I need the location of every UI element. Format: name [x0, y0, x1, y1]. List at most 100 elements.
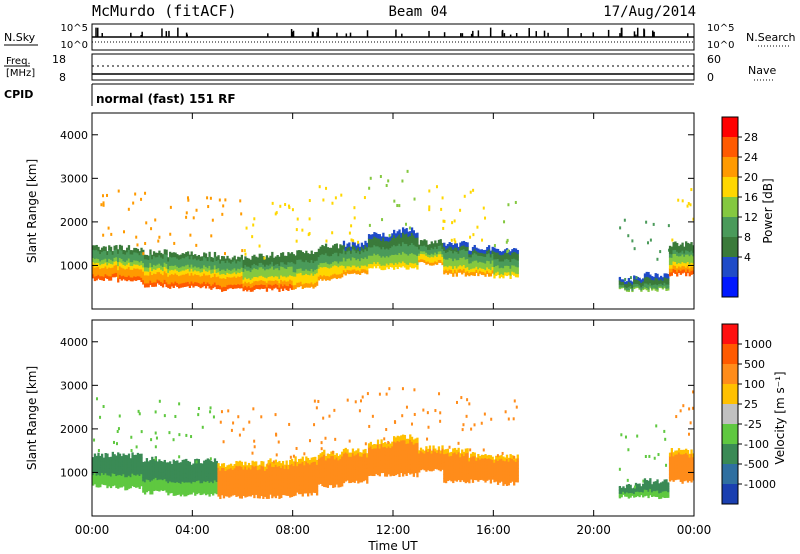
data-cell — [172, 274, 175, 280]
data-cell — [450, 269, 453, 274]
data-cell — [692, 245, 695, 250]
data-cell — [185, 215, 188, 219]
data-cell — [491, 266, 494, 271]
data-cell — [496, 258, 500, 263]
data-cell — [642, 278, 645, 281]
data-cell — [430, 460, 433, 464]
data-cell — [358, 467, 362, 472]
data-cell — [195, 243, 198, 247]
data-cell — [368, 223, 371, 227]
data-cell — [477, 464, 480, 469]
data-cell — [278, 265, 281, 271]
data-cell — [466, 254, 469, 260]
data-cell — [108, 467, 111, 473]
data-cell — [511, 477, 514, 482]
data-cell — [471, 467, 475, 472]
data-cell — [620, 487, 623, 490]
data-cell — [258, 244, 261, 248]
data-cell — [120, 479, 123, 484]
data-cell — [204, 468, 208, 474]
data-cell — [178, 433, 181, 437]
data-cell — [427, 247, 430, 250]
data-cell — [324, 467, 328, 472]
data-cell — [308, 274, 312, 280]
data-cell — [328, 461, 331, 467]
data-cell — [163, 270, 166, 276]
data-cell — [208, 269, 211, 275]
data-cell — [142, 484, 145, 489]
data-cell — [444, 269, 448, 273]
data-cell — [677, 255, 681, 260]
data-cell — [274, 256, 278, 261]
data-cell — [493, 247, 496, 252]
data-cell — [679, 469, 682, 475]
data-cell — [324, 463, 328, 469]
data-cell — [315, 260, 319, 265]
data-cell — [235, 474, 238, 480]
data-cell — [249, 476, 252, 482]
data-cell — [92, 471, 95, 476]
data-cell — [396, 468, 399, 475]
data-cell — [393, 420, 396, 424]
data-cell — [514, 464, 518, 468]
data-cell — [681, 466, 684, 472]
data-cell — [362, 449, 365, 454]
data-cell — [391, 445, 394, 451]
data-cell — [498, 462, 501, 467]
data-cell — [371, 452, 374, 457]
data-cell — [237, 491, 240, 497]
data-cell — [278, 460, 281, 467]
data-cell — [398, 247, 401, 254]
data-cell — [448, 476, 451, 481]
data-cell — [342, 269, 346, 275]
data-cell — [219, 420, 222, 424]
data-cell — [160, 256, 163, 262]
data-cell — [145, 458, 149, 463]
data-cell — [109, 483, 113, 489]
data-cell — [321, 258, 324, 264]
data-cell — [308, 266, 312, 272]
data-cell — [409, 454, 412, 460]
data-cell — [122, 253, 125, 258]
data-cell — [479, 476, 482, 481]
data-cell — [679, 409, 682, 413]
data-cell — [634, 494, 638, 498]
data-cell — [206, 467, 209, 473]
data-cell — [475, 256, 478, 261]
data-cell — [276, 474, 279, 480]
data-cell — [279, 204, 282, 208]
data-cell — [437, 452, 441, 456]
data-cell — [324, 459, 328, 465]
data-cell — [307, 462, 310, 468]
data-cell — [466, 266, 469, 272]
data-cell — [283, 259, 286, 265]
data-cell — [473, 466, 476, 470]
data-cell — [152, 459, 156, 464]
data-cell — [104, 456, 107, 462]
data-cell — [677, 467, 681, 472]
data-cell — [239, 199, 242, 203]
data-cell — [143, 485, 147, 491]
data-cell — [118, 466, 122, 471]
data-cell — [244, 483, 247, 489]
data-cell — [115, 455, 118, 461]
data-cell — [665, 281, 668, 285]
data-cell — [253, 217, 256, 221]
data-cell — [436, 253, 439, 257]
data-cell — [622, 279, 625, 281]
data-cell — [446, 456, 450, 462]
data-cell — [299, 263, 303, 269]
data-cell — [221, 479, 224, 484]
data-cell — [652, 481, 656, 484]
data-cell — [260, 486, 263, 492]
data-cell — [421, 449, 424, 453]
data-cell — [652, 281, 656, 284]
data-cell — [369, 446, 372, 451]
data-cell — [111, 257, 114, 262]
data-cell — [667, 484, 670, 487]
data-cell — [348, 254, 351, 259]
data-cell — [267, 272, 270, 277]
data-cell — [677, 471, 681, 476]
data-cell — [625, 487, 629, 490]
